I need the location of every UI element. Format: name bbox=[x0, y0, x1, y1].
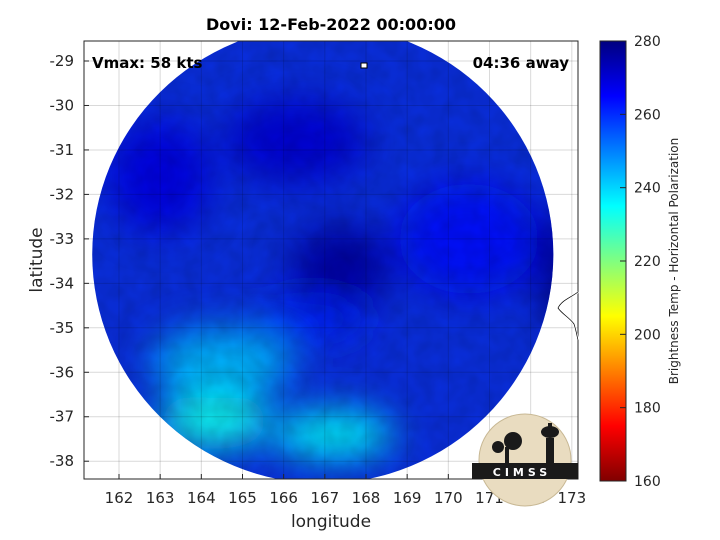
colorbar-tick-label: 180 bbox=[634, 401, 661, 417]
x-axis-title: longitude bbox=[291, 512, 371, 532]
colorbar: 280 260 240 220 200 180 160 Brightness Temp - … bbox=[599, 34, 681, 490]
y-tick-label: -33 bbox=[50, 230, 75, 248]
x-tick-label: 169 bbox=[393, 489, 422, 507]
cimss-logo-text: CIMSS bbox=[493, 466, 551, 479]
coastline-outline bbox=[557, 291, 579, 341]
x-tick-label: 163 bbox=[146, 489, 175, 507]
chart-title: Dovi: 12-Feb-2022 00:00:00 bbox=[206, 15, 456, 34]
x-tick-label: 168 bbox=[352, 489, 381, 507]
y-tick-label: -29 bbox=[50, 52, 75, 70]
y-axis-ticks: -29 -30 -31 -32 -33 -34 -35 -36 -37 -38 bbox=[50, 52, 89, 470]
colorbar-tick-label: 260 bbox=[634, 107, 661, 123]
colorbar-tick-label: 160 bbox=[634, 474, 661, 490]
x-tick-label: 164 bbox=[187, 489, 216, 507]
y-tick-label: -36 bbox=[50, 363, 75, 381]
microwave-swath bbox=[92, 41, 554, 479]
x-tick-label: 162 bbox=[105, 489, 134, 507]
colorbar-tick-label: 280 bbox=[634, 34, 661, 50]
axes-frame bbox=[83, 40, 579, 480]
x-tick-label: 170 bbox=[434, 489, 463, 507]
y-tick-label: -35 bbox=[50, 319, 75, 337]
y-axis-title: latitude bbox=[27, 227, 47, 292]
x-tick-label: 166 bbox=[269, 489, 298, 507]
colorbar-tick-label: 240 bbox=[634, 181, 661, 197]
colorbar-tick-label: 200 bbox=[634, 327, 661, 343]
swath-texture bbox=[92, 41, 554, 479]
y-tick-label: -34 bbox=[50, 274, 75, 292]
x-tick-label: 173 bbox=[558, 489, 587, 507]
colorbar-tick-label: 220 bbox=[634, 254, 661, 270]
y-tick-label: -37 bbox=[50, 408, 75, 426]
y-tick-label: -38 bbox=[50, 452, 75, 470]
colorbar-ticks: 280 260 240 220 200 180 160 bbox=[620, 34, 661, 490]
x-tick-label: 167 bbox=[311, 489, 340, 507]
cimss-logo: CIMSS bbox=[472, 413, 578, 507]
time-away-annotation: 04:36 away bbox=[473, 54, 570, 72]
vmax-annotation: Vmax: 58 kts bbox=[92, 54, 202, 72]
y-tick-label: -31 bbox=[50, 141, 75, 159]
y-tick-label: -30 bbox=[50, 96, 75, 114]
storm-center-marker bbox=[360, 62, 368, 69]
x-tick-label: 165 bbox=[228, 489, 257, 507]
y-tick-label: -32 bbox=[50, 185, 75, 203]
colorbar-label: Brightness Temp - Horizontal Polarizatio… bbox=[667, 138, 681, 385]
